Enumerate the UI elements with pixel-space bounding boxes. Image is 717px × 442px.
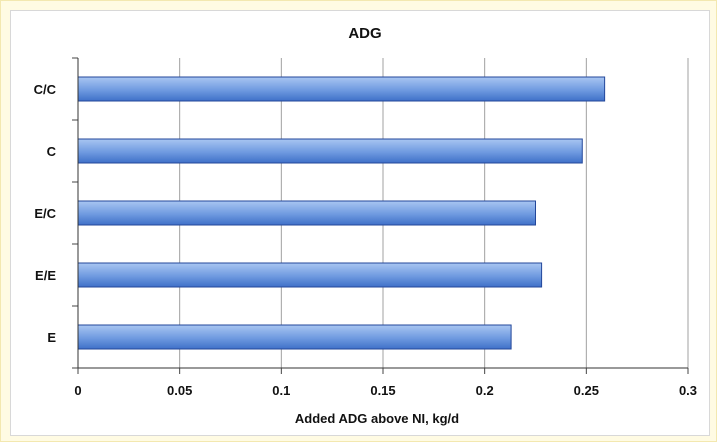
- x-tick-label: 0.1: [272, 383, 290, 398]
- bar-c: [77, 138, 583, 164]
- x-tick-label: 0.05: [167, 383, 192, 398]
- y-tick-labels: C/C C E/C E/E E: [34, 82, 57, 345]
- x-tick-label: 0.25: [574, 383, 599, 398]
- y-tick-label: E: [47, 330, 56, 345]
- y-tick-label: E/E: [35, 268, 56, 283]
- x-tick-label: 0: [74, 383, 81, 398]
- bar-e-e: [77, 262, 543, 288]
- axes: [72, 57, 689, 374]
- bars: [77, 76, 606, 350]
- x-tick-label: 0.15: [370, 383, 395, 398]
- y-tick-label: C/C: [34, 82, 57, 97]
- x-axis-title: Added ADG above NI, kg/d: [295, 411, 459, 426]
- x-tick-label: 0.2: [476, 383, 494, 398]
- x-tick-labels: 0 0.05 0.1 0.15 0.2 0.25 0.3: [74, 383, 697, 398]
- y-tick-label: E/C: [34, 206, 56, 221]
- bar-e: [77, 324, 512, 350]
- bar-e-c: [77, 200, 536, 226]
- y-tick-label: C: [47, 144, 57, 159]
- bar-c-c: [77, 76, 606, 102]
- chart-title: ADG: [348, 25, 381, 42]
- x-tick-label: 0.3: [679, 383, 697, 398]
